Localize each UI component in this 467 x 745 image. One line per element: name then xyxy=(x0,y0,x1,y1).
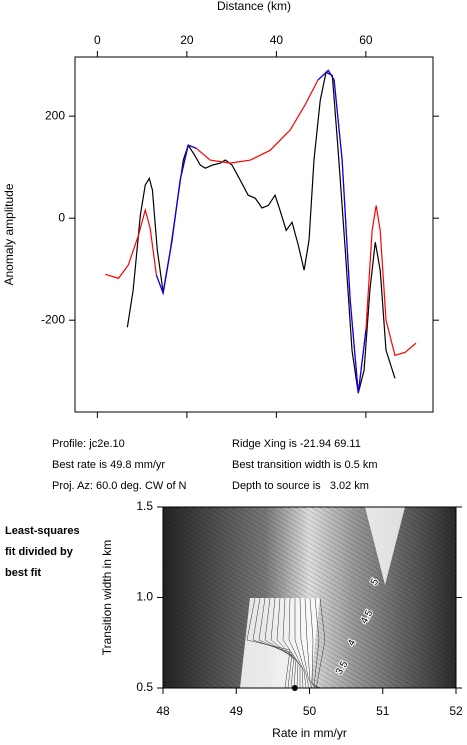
x-tick-label: 49 xyxy=(230,704,244,718)
info-azimuth: Proj. Az: 60.0 deg. CW of N xyxy=(52,480,187,492)
contour-line xyxy=(276,597,301,688)
y-tick-label: 0 xyxy=(58,210,65,224)
series-line xyxy=(126,71,396,394)
x-axis-label: Distance (km) xyxy=(217,0,291,13)
x-tick-label: 0 xyxy=(94,33,101,47)
y-tick-label: 1.5 xyxy=(136,499,153,513)
contour-field xyxy=(163,507,456,688)
info-depth: Depth to source is 3.02 km xyxy=(232,480,369,492)
plot-frame xyxy=(162,506,457,689)
best-fit-point xyxy=(291,685,298,691)
note-line: fit divided by xyxy=(5,546,74,558)
x-tick-label: 50 xyxy=(303,704,317,718)
info-rate: Best rate is 49.8 mm/yr xyxy=(52,459,165,471)
x-tick-label: 52 xyxy=(449,704,463,718)
info-ridge: Ridge Xing is -21.94 69.11 xyxy=(232,438,361,450)
x-axis-label: Rate in mm/yr xyxy=(272,726,347,740)
series-line xyxy=(155,69,367,394)
y-axis-label: Transition width in km xyxy=(100,540,114,656)
contour-line xyxy=(299,597,313,688)
contour-line xyxy=(315,597,326,688)
y-tick-label: 1.0 xyxy=(136,590,153,604)
y-tick-label: 0.5 xyxy=(136,680,153,694)
y-tick-label: -200 xyxy=(41,312,65,326)
contour-line xyxy=(304,597,316,688)
x-tick-label: 60 xyxy=(359,33,373,47)
info-profile: Profile: jc2e.10 xyxy=(52,438,125,450)
contour-line xyxy=(288,597,307,688)
info-width: Best transition width is 0.5 km xyxy=(232,459,378,471)
note-line: Least-squares xyxy=(5,525,80,537)
contour-line xyxy=(313,597,322,688)
x-tick-label: 48 xyxy=(156,704,170,718)
contour-line xyxy=(282,597,304,688)
plot-area xyxy=(105,69,417,394)
contour-line xyxy=(258,597,295,688)
x-tick-label: 40 xyxy=(270,33,284,47)
y-axis-label: Anomaly amplitude xyxy=(2,183,16,285)
contour-line xyxy=(264,597,297,688)
x-tick-label: 51 xyxy=(376,704,390,718)
contour-line xyxy=(294,598,310,688)
contour-line xyxy=(309,597,319,688)
contour-line xyxy=(270,597,299,688)
y-tick-label: 200 xyxy=(45,108,65,122)
note-line: best fit xyxy=(5,567,41,579)
x-tick-label: 20 xyxy=(180,33,194,47)
plot-frame xyxy=(74,56,434,413)
series-line xyxy=(105,69,417,394)
contour-line xyxy=(252,597,293,688)
